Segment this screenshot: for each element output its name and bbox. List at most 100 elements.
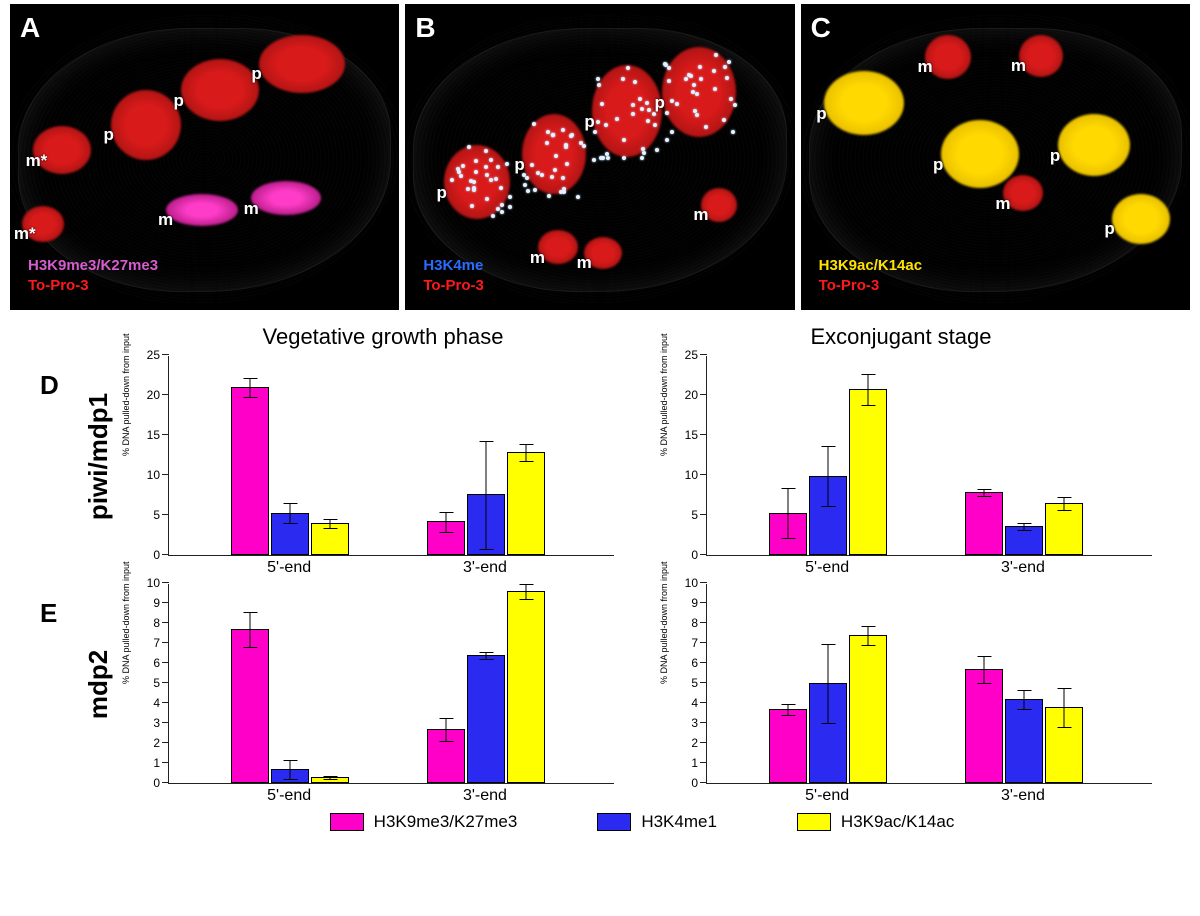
speckle [508, 195, 512, 199]
ytick-label: 15 [685, 428, 707, 442]
speckle [562, 190, 566, 194]
error-bar [788, 704, 789, 716]
plot: 05101520255'-end3'-end [706, 356, 1152, 556]
caption-line: To-Pro-3 [28, 276, 158, 296]
nucleus [592, 65, 662, 157]
ytick-label: 7 [153, 636, 169, 650]
bar [1045, 707, 1083, 783]
speckle [540, 173, 544, 177]
panel-letter-B: B [415, 12, 435, 44]
error-bar [828, 644, 829, 724]
panel-A: A m*m*pppmm H3K9me3/K27me3 To-Pro-3 [10, 4, 399, 310]
bar-group [965, 669, 1083, 783]
ytick-label: 0 [691, 776, 707, 790]
legend-swatch [330, 813, 364, 831]
chart-pair-E: % DNA pulled-down from input 01234567891… [124, 584, 1160, 784]
speckle [631, 103, 635, 107]
error-bar [1064, 688, 1065, 728]
speckle [606, 156, 610, 160]
ytick-label: 3 [153, 716, 169, 730]
error-bar [446, 512, 447, 533]
x-category-label: 5'-end [805, 783, 849, 805]
error-bar [330, 519, 331, 529]
speckle [461, 164, 465, 168]
speckle [653, 123, 657, 127]
plot: 05101520255'-end3'-end [168, 356, 614, 556]
error-bar [1064, 497, 1065, 511]
legend-label: H3K9me3/K27me3 [374, 812, 518, 832]
bar [1045, 503, 1083, 555]
ytick-label: 9 [691, 596, 707, 610]
row-label-text: mdp2 [84, 649, 115, 718]
bar [427, 521, 465, 555]
nucleus-label: p [654, 93, 664, 113]
speckle [713, 87, 717, 91]
bar [849, 389, 887, 555]
speckle [640, 107, 644, 111]
nucleus-label: p [174, 91, 184, 111]
speckle [633, 80, 637, 84]
speckle [499, 186, 503, 190]
speckle [597, 83, 601, 87]
speckle [626, 66, 630, 70]
chart-E-left: % DNA pulled-down from input 01234567891… [124, 584, 622, 784]
nucleus [1058, 114, 1130, 176]
speckle [638, 97, 642, 101]
bar [271, 513, 309, 555]
speckle [605, 152, 609, 156]
panel-C-caption: H3K9ac/K14ac To-Pro-3 [819, 256, 922, 297]
panel-B: B ppppmmm H3K4me To-Pro-3 [405, 4, 794, 310]
panel-letter-C: C [811, 12, 831, 44]
bar [965, 492, 1003, 555]
error-bar [1024, 523, 1025, 531]
panel-B-caption: H3K4me To-Pro-3 [423, 256, 484, 297]
speckle [500, 203, 504, 207]
ytick-label: 1 [153, 756, 169, 770]
chart-D-right: % DNA pulled-down from input 05101520255… [662, 356, 1160, 556]
speckle [641, 147, 645, 151]
error-bar [290, 760, 291, 780]
ytick-label: 25 [147, 348, 169, 362]
yaxis-title: % DNA pulled-down from input [121, 333, 131, 456]
nucleus-label: m* [26, 151, 48, 171]
legend-swatch [597, 813, 631, 831]
speckle [670, 130, 674, 134]
speckle [733, 103, 737, 107]
bar-group [231, 629, 349, 783]
nucleus-label: p [584, 112, 594, 132]
bar [467, 494, 505, 555]
nucleus-label: p [1104, 219, 1114, 239]
ytick-label: 4 [153, 696, 169, 710]
speckle [484, 149, 488, 153]
micrograph-row: A m*m*pppmm H3K9me3/K27me3 To-Pro-3 B pp… [0, 0, 1200, 310]
ytick-label: 3 [691, 716, 707, 730]
error-bar [526, 444, 527, 462]
bar [965, 669, 1003, 783]
bar-group [769, 635, 887, 783]
bar [769, 709, 807, 783]
ytick-label: 0 [153, 776, 169, 790]
error-bar [486, 652, 487, 660]
nucleus [181, 59, 259, 121]
ytick-label: 20 [685, 388, 707, 402]
row-letter-D: D [40, 356, 74, 556]
speckle [532, 122, 536, 126]
speckle [731, 130, 735, 134]
bar [427, 729, 465, 783]
speckle [675, 102, 679, 106]
yaxis-title: % DNA pulled-down from input [659, 333, 669, 456]
bar [271, 769, 309, 783]
ytick-label: 6 [153, 656, 169, 670]
speckle [485, 173, 489, 177]
bar [231, 629, 269, 783]
ytick-label: 0 [153, 548, 169, 562]
bar [507, 452, 545, 555]
bar [311, 523, 349, 555]
nucleus-label: m [995, 194, 1010, 214]
speckle [670, 99, 674, 103]
bar [769, 513, 807, 555]
speckle [457, 170, 461, 174]
nucleus-label: m [577, 253, 592, 273]
nucleus-label: m [158, 210, 173, 230]
header-vegetative: Vegetative growth phase [124, 316, 642, 352]
